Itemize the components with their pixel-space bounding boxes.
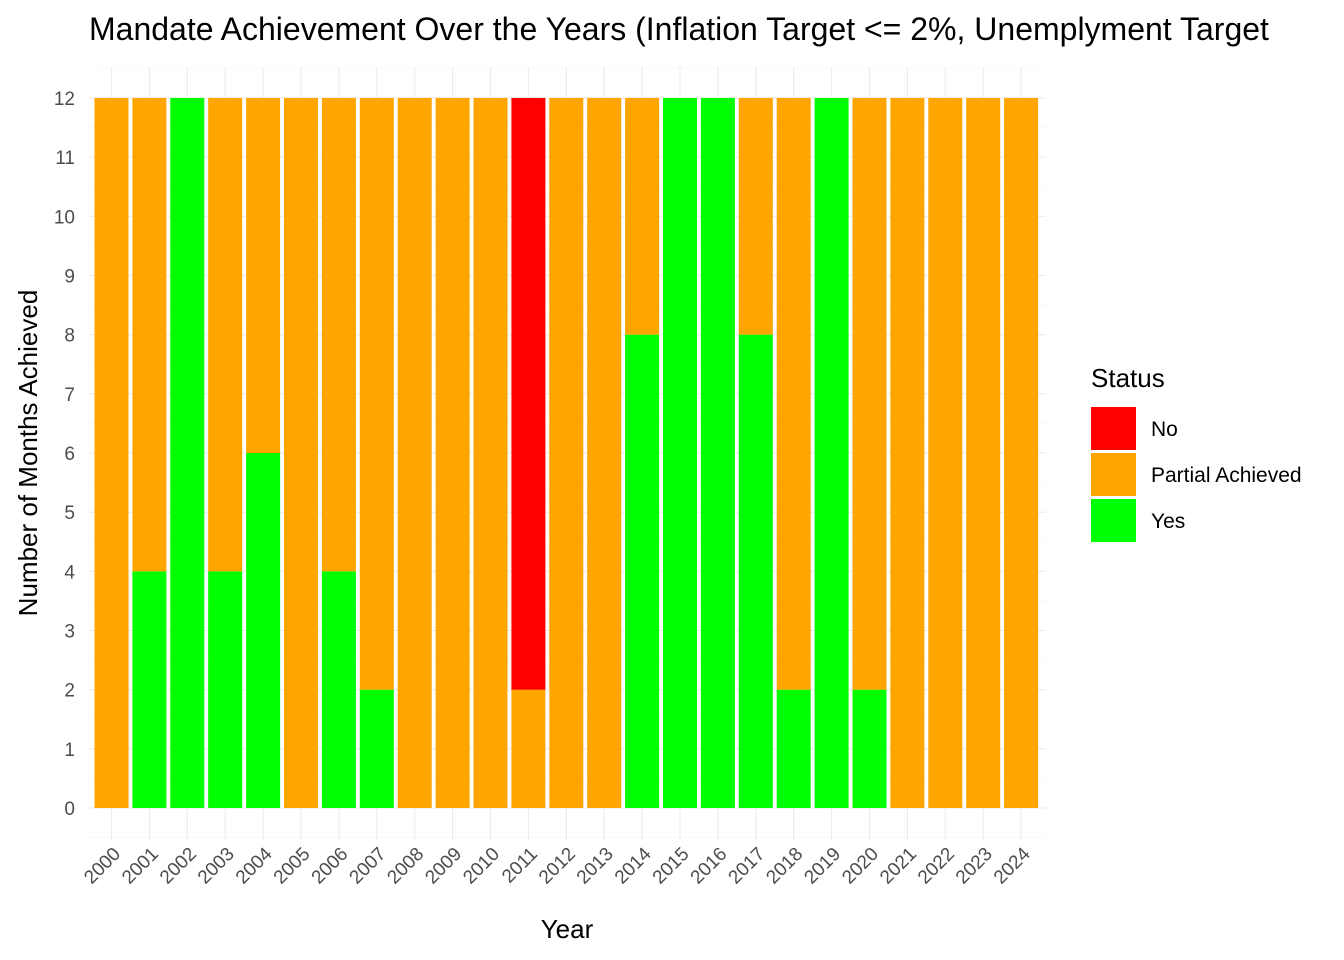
bar-2011-partial-achieved: [511, 689, 546, 808]
x-tick-label: 2008: [383, 844, 428, 889]
x-tick-label: 2011: [498, 844, 542, 888]
bar-2006-partial-achieved: [321, 97, 356, 572]
y-tick-label: 10: [54, 207, 75, 228]
bar-2016-yes: [700, 97, 735, 808]
bar-2020-yes: [852, 689, 887, 808]
y-tick-label: 2: [64, 681, 75, 702]
bar-2009-partial-achieved: [435, 97, 470, 808]
bar-2017-partial-achieved: [738, 97, 773, 335]
x-tick-label: 2014: [611, 843, 656, 888]
bar-2014-partial-achieved: [625, 97, 660, 335]
y-axis-title: Number of Months Achieved: [13, 290, 43, 617]
x-tick-label: 2019: [800, 844, 845, 889]
bar-2013-partial-achieved: [587, 97, 622, 808]
x-tick-label: 2017: [725, 844, 770, 889]
bar-2007-yes: [359, 689, 394, 808]
bar-2018-partial-achieved: [776, 97, 811, 690]
x-tick-label: 2010: [459, 844, 504, 889]
bar-2006-yes: [321, 571, 356, 808]
y-tick-label: 0: [64, 799, 75, 820]
bar-2003-yes: [208, 571, 243, 808]
x-tick-label: 2020: [838, 844, 883, 889]
legend-label: No: [1151, 418, 1178, 441]
bars: [94, 97, 1039, 808]
x-tick-label: 2024: [990, 843, 1035, 888]
x-tick-label: 2003: [194, 844, 239, 889]
legend-label: Partial Achieved: [1151, 464, 1302, 487]
bar-2020-partial-achieved: [852, 97, 887, 690]
bar-2017-yes: [738, 334, 773, 808]
legend-key-yes: [1091, 499, 1136, 542]
y-tick-label: 7: [64, 385, 75, 406]
y-tick-label: 1: [64, 740, 75, 761]
x-tick-label: 2001: [118, 844, 163, 889]
y-tick-label: 11: [55, 148, 75, 169]
bar-2002-yes: [170, 97, 205, 808]
bar-2021-partial-achieved: [890, 97, 925, 808]
y-tick-label: 5: [64, 503, 75, 524]
y-tick-label: 9: [64, 266, 75, 287]
y-tick-label: 6: [64, 444, 75, 465]
x-tick-label: 2007: [346, 844, 391, 889]
bar-2014-yes: [625, 334, 660, 808]
bar-2005-partial-achieved: [284, 97, 318, 808]
bar-2004-yes: [246, 452, 281, 808]
x-tick-label: 2005: [270, 844, 315, 889]
y-tick-label: 8: [64, 326, 75, 347]
bar-2018-yes: [776, 689, 811, 808]
legend-key-no: [1091, 407, 1136, 450]
bar-2015-yes: [663, 97, 697, 808]
x-tick-label: 2000: [80, 844, 125, 889]
x-tick-label: 2013: [573, 844, 618, 889]
chart-title: Mandate Achievement Over the Years (Infl…: [89, 11, 1269, 47]
x-tick-label: 2021: [876, 844, 921, 889]
bar-2012-partial-achieved: [549, 97, 584, 808]
bar-2000-partial-achieved: [94, 97, 129, 808]
x-axis-title: Year: [541, 914, 594, 944]
bar-2022-partial-achieved: [928, 97, 963, 808]
y-tick-label: 12: [54, 89, 75, 110]
bar-2007-partial-achieved: [359, 97, 394, 690]
bar-2010-partial-achieved: [473, 97, 508, 808]
bar-2004-partial-achieved: [246, 97, 281, 453]
x-axis-ticks: 2000200120022003200420052006200720082009…: [80, 843, 1035, 888]
x-tick-label: 2018: [762, 844, 807, 889]
bar-2019-yes: [814, 97, 849, 808]
bar-2023-partial-achieved: [966, 97, 1001, 808]
x-tick-label: 2009: [421, 844, 466, 889]
bar-2024-partial-achieved: [1004, 97, 1039, 808]
x-tick-label: 2023: [952, 844, 997, 889]
bar-2008-partial-achieved: [397, 97, 432, 808]
x-tick-label: 2002: [156, 844, 201, 889]
x-tick-label: 2015: [649, 844, 694, 889]
x-tick-label: 2016: [687, 844, 732, 889]
bar-2003-partial-achieved: [208, 97, 243, 572]
legend-label: Yes: [1151, 510, 1185, 533]
x-tick-label: 2022: [914, 844, 959, 889]
legend-title: Status: [1091, 363, 1165, 393]
bar-2001-yes: [132, 571, 167, 808]
bar-2011-no: [511, 97, 546, 690]
x-tick-label: 2004: [232, 843, 277, 888]
bar-2001-partial-achieved: [132, 97, 167, 572]
legend-key-partial-achieved: [1091, 453, 1136, 496]
x-tick-label: 2012: [535, 844, 580, 889]
y-tick-label: 3: [64, 621, 75, 642]
x-tick-label: 2006: [308, 844, 353, 889]
legend: Status No Partial Achieved Yes: [1091, 363, 1302, 542]
y-tick-label: 4: [64, 562, 75, 583]
